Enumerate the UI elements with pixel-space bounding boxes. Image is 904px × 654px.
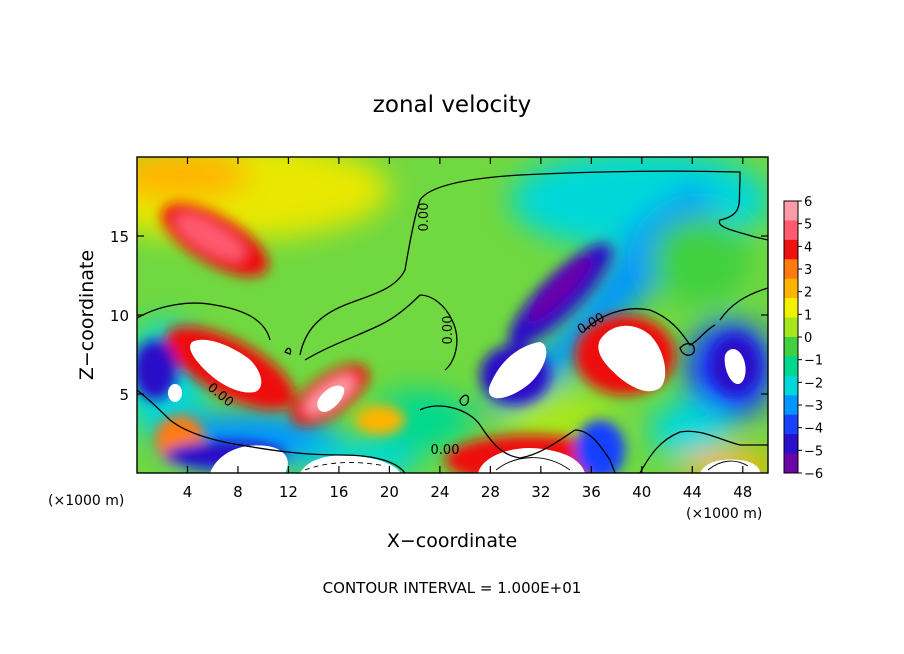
colorbar-swatch xyxy=(784,220,798,241)
colorbar-tick-label: 4 xyxy=(804,240,812,255)
contour-label: 0.00 xyxy=(441,316,456,345)
colorbar: 6 5 4 3 2 1 0 −1 −2 −3 −4 −5 −6 xyxy=(783,195,823,482)
colorbar-tick-label: −4 xyxy=(804,422,823,437)
x-tick-label: 44 xyxy=(683,483,702,501)
x-tick-label: 24 xyxy=(430,483,449,501)
colorbar-tick-label: −3 xyxy=(804,399,823,414)
colorbar-swatch xyxy=(784,414,798,435)
colorbar-tick-label: −6 xyxy=(804,467,823,482)
x-tick-label: 12 xyxy=(279,483,298,501)
colorbar-swatch xyxy=(784,434,798,455)
colorbar-tick-label: 3 xyxy=(804,263,812,278)
colorbar-swatch xyxy=(784,239,798,260)
colorbar-swatch xyxy=(784,201,798,221)
contour-interval-note: CONTOUR INTERVAL = 1.000E+01 xyxy=(323,579,582,597)
saturated-cores xyxy=(168,325,760,473)
colorbar-tick-label: 1 xyxy=(804,308,812,323)
x-unit-right: (×1000 m) xyxy=(686,506,762,522)
x-tick-label: 16 xyxy=(329,483,348,501)
contour-label: 0.00 xyxy=(417,203,432,232)
colorbar-swatch xyxy=(784,375,798,396)
x-tick-label: 48 xyxy=(733,483,752,501)
chart-title: zonal velocity xyxy=(373,92,531,118)
colorbar-swatch xyxy=(784,259,798,280)
colorbar-swatch xyxy=(784,356,798,377)
zero-contours xyxy=(137,170,768,473)
x-tick-label: 28 xyxy=(481,483,500,501)
x-tick-label: 36 xyxy=(582,483,601,501)
colorbar-swatch xyxy=(784,298,798,319)
y-tick-label: 15 xyxy=(110,228,129,246)
x-tick-label: 40 xyxy=(632,483,651,501)
colorbar-swatch xyxy=(784,453,798,474)
y-tick-label: 5 xyxy=(119,386,129,404)
colorbar-swatch xyxy=(784,278,798,299)
x-tick-label: 8 xyxy=(233,483,243,501)
colorbar-tick-label: −5 xyxy=(804,444,823,459)
colorbar-tick-label: −1 xyxy=(804,354,823,369)
colorbar-swatch xyxy=(784,317,798,338)
colorbar-tick-label: 2 xyxy=(804,286,812,301)
colorbar-tick-label: 0 xyxy=(804,331,812,346)
plot-area: 0.00 0.00 0.00 0.00 0.00 xyxy=(137,157,768,473)
x-tick-label: 4 xyxy=(183,483,193,501)
colorbar-tick-label: 6 xyxy=(804,195,812,210)
y-axis-label: Z−coordinate xyxy=(76,250,98,380)
x-tick-label: 20 xyxy=(380,483,399,501)
y-tick-label: 10 xyxy=(110,307,129,325)
dashed-contours xyxy=(304,457,749,471)
contour-label: 0.00 xyxy=(431,443,460,458)
x-unit-left: (×1000 m) xyxy=(48,493,124,509)
x-tick-label: 32 xyxy=(531,483,550,501)
colorbar-tick-label: 5 xyxy=(804,218,812,233)
colorbar-swatch xyxy=(784,337,798,357)
y-axis: 5 10 15 xyxy=(110,228,768,404)
colorbar-tick-label: −2 xyxy=(804,376,823,391)
x-axis: 4 8 12 16 20 24 28 32 36 40 44 48 xyxy=(183,157,752,501)
colorbar-swatch xyxy=(784,395,798,416)
x-axis-label: X−coordinate xyxy=(387,530,517,552)
